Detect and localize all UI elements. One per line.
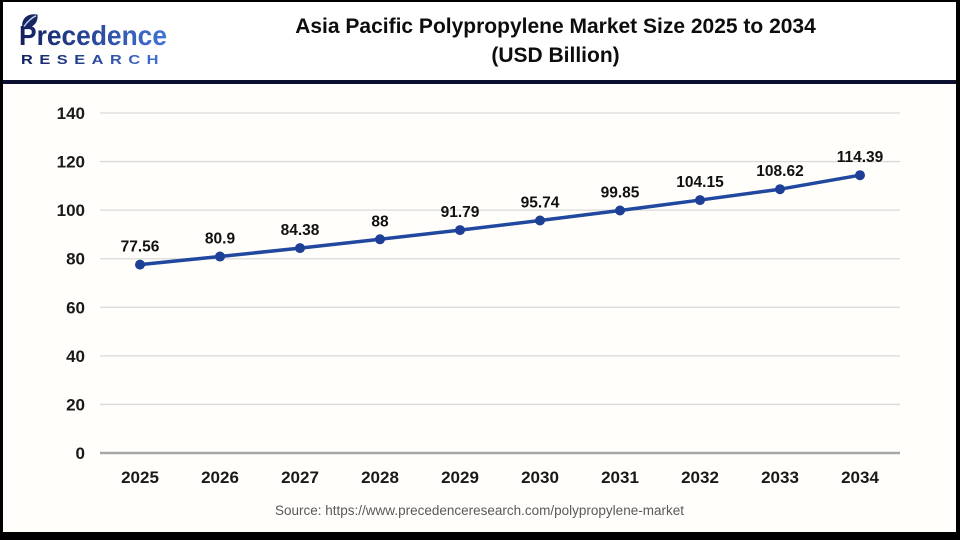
x-tick-label: 2026 [201, 468, 239, 487]
y-tick-label: 60 [66, 298, 85, 317]
x-tick-label: 2031 [601, 468, 639, 487]
x-tick-label: 2029 [441, 468, 479, 487]
chart-title-line1: Asia Pacific Polypropylene Market Size 2… [295, 15, 816, 38]
data-point-2034 [855, 170, 865, 181]
x-tick-label: 2027 [281, 468, 319, 487]
logo-graphic: Precedence RESEARCH [19, 13, 167, 67]
y-tick-label: 100 [57, 201, 85, 220]
x-tick-label: 2033 [761, 468, 799, 487]
y-tick-label: 80 [66, 250, 85, 269]
chart-title-line2: (USD Billion) [491, 44, 620, 67]
series-line [138, 173, 862, 267]
header-divider [3, 80, 956, 84]
data-label-2029: 91.79 [441, 204, 480, 221]
data-label-2027: 84.38 [281, 222, 320, 239]
x-tick-label: 2032 [681, 468, 719, 487]
x-tick-label: 2030 [521, 468, 559, 487]
precedence-research-logo: Precedence RESEARCH [19, 12, 171, 75]
logo-subtitle-text: RESEARCH [21, 53, 165, 67]
data-label-2025: 77.56 [121, 239, 160, 256]
data-point-2030 [535, 215, 545, 226]
data-point-2027 [295, 243, 305, 254]
data-point-2031 [615, 205, 625, 216]
x-tick-label: 2025 [121, 468, 159, 487]
line-chart: 0 20 40 60 80 100 120 140 2025 2026 2027 2028 2029 20… [57, 104, 900, 487]
y-tick-label: 120 [57, 153, 85, 172]
data-point-2026 [215, 251, 225, 262]
data-point-2032 [695, 195, 705, 206]
x-tick-label: 2028 [361, 468, 399, 487]
y-tick-label: 0 [76, 444, 85, 463]
data-label-2031: 99.85 [601, 185, 640, 202]
source-attribution: Source: https://www.precedenceresearch.c… [275, 503, 684, 518]
y-tick-label: 40 [66, 347, 85, 366]
data-point-2025 [135, 259, 145, 270]
data-label-2033: 108.62 [756, 163, 803, 180]
data-label-2028: 88 [371, 213, 389, 230]
data-point-2033 [775, 184, 785, 195]
data-label-2026: 80.9 [205, 231, 236, 248]
data-point-2029 [455, 225, 465, 236]
y-tick-label: 140 [57, 104, 85, 123]
header: Precedence RESEARCH Asia Pacific Polypro… [3, 2, 956, 80]
data-label-2032: 104.15 [676, 174, 724, 191]
y-tick-label: 20 [66, 395, 85, 414]
chart-title: Asia Pacific Polypropylene Market Size 2… [181, 12, 956, 70]
data-label-2030: 95.74 [521, 194, 560, 211]
logo-brand-text: Precedence [19, 20, 167, 51]
x-tick-label: 2034 [841, 468, 879, 487]
data-label-2034: 114.39 [837, 149, 884, 166]
leaf-vein [23, 14, 37, 27]
data-point-2028 [375, 234, 385, 245]
